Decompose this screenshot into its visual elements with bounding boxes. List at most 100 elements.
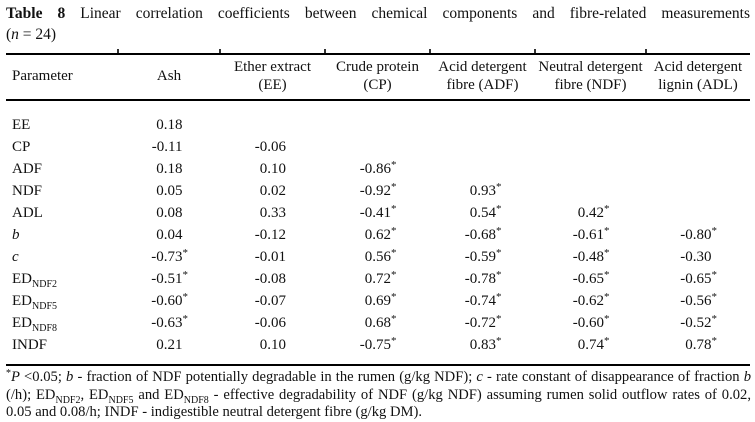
cell-value (430, 158, 535, 180)
table-row: ADF 0.18 0.10 -0.86* (6, 158, 750, 180)
row-label: CP (12, 138, 31, 155)
cell-value: -0.63* (151, 312, 188, 331)
cell-value (325, 100, 430, 136)
cell-value: -0.61* (572, 224, 610, 243)
table-row: ADL 0.08 0.33 -0.41* 0.54* 0.42* (6, 202, 750, 224)
cell-value: -0.92* (359, 180, 397, 199)
cell-value: -0.30 (680, 248, 712, 265)
table-footnote: *P <0.05; b - fraction of NDF potentiall… (6, 368, 752, 421)
cell-value: 0.74* (577, 334, 610, 353)
row-label: NDF (12, 182, 43, 199)
cell-value: -0.78* (464, 268, 502, 287)
cell-value: -0.72* (464, 312, 502, 331)
cell-value: -0.11 (151, 138, 183, 155)
table-row: EDNDF5 -0.60* -0.07 0.69* -0.74* -0.62* -0.56* (6, 290, 750, 312)
cell-value: -0.06 (254, 314, 286, 331)
table-header: Parameter Ash Ether extract (EE) Crude pr… (6, 48, 750, 101)
table-row: EDNDF8 -0.63* -0.06 0.68* -0.72* -0.60* -0.52* (6, 312, 750, 334)
cell-value: -0.01 (254, 248, 286, 265)
correlation-table: Parameter Ash Ether extract (EE) Crude pr… (6, 48, 750, 366)
cell-value: -0.51* (151, 268, 188, 287)
cell-value: -0.59* (464, 246, 502, 265)
column-header-adl: Acid detergent lignin (ADL) (645, 48, 750, 101)
cell-value: 0.21 (156, 336, 183, 353)
table-row: EDNDF2 -0.51* -0.08 0.72* -0.78* -0.65* -0.65* (6, 268, 750, 290)
cell-value: 0.33 (259, 204, 286, 221)
cell-value: -0.60* (572, 312, 610, 331)
row-label: c (12, 248, 19, 265)
column-header-parameter: Parameter (6, 54, 118, 101)
cell-value: -0.08 (254, 270, 286, 287)
cell-value: -0.86* (359, 158, 397, 177)
table-row: CP -0.11 -0.06 (6, 136, 750, 158)
cell-value: 0.05 (156, 182, 183, 199)
cell-value: 0.69* (364, 290, 397, 309)
row-label: ADF (12, 160, 43, 177)
row-label: ADL (12, 204, 43, 221)
cell-value: 0.18 (156, 160, 183, 177)
cell-value: 0.42* (577, 202, 610, 221)
cell-value: -0.60* (151, 290, 188, 309)
cell-value (535, 180, 646, 202)
cell-value (646, 158, 750, 180)
column-header-ee: Ether extract (EE) (219, 48, 325, 101)
cell-value (646, 136, 750, 158)
cell-value: 0.08 (156, 204, 183, 221)
row-label: EE (12, 116, 31, 133)
cell-value: 0.10 (259, 160, 286, 177)
column-header-adf: Acid detergent fibre (ADF) (429, 48, 535, 101)
cell-value (430, 136, 535, 158)
cell-value: 0.78* (685, 334, 717, 353)
row-label: EDNDF8 (12, 314, 58, 334)
cell-value: -0.68* (464, 224, 502, 243)
cell-value: 0.62* (364, 224, 397, 243)
cell-value: -0.62* (572, 290, 610, 309)
table-body: EE 0.18 CP -0.11 -0.06 ADF 0.18 0.10 -0.86* NDF 0.… (6, 100, 750, 365)
cell-value (220, 100, 325, 136)
caption-table-number: Table 8 (6, 5, 66, 22)
row-label: EDNDF2 (12, 270, 58, 290)
table-row: c -0.73* -0.01 0.56* -0.59* -0.48* -0.30 (6, 246, 750, 268)
column-header-ndf: Neutral detergent fibre (NDF) (534, 48, 646, 101)
row-label: b (12, 226, 20, 243)
row-label: EDNDF5 (12, 292, 58, 312)
caption-text: Linear correlation coefficients between … (65, 5, 750, 22)
column-header-ash: Ash (117, 48, 220, 101)
cell-value: 0.54* (469, 202, 502, 221)
cell-value: 0.56* (364, 246, 397, 265)
column-header-cp: Crude protein (CP) (324, 48, 430, 101)
cell-value (325, 136, 430, 158)
cell-value (535, 158, 646, 180)
cell-value: -0.65* (572, 268, 610, 287)
cell-value: -0.06 (254, 138, 286, 155)
table-row: INDF 0.21 0.10 -0.75* 0.83* 0.74* 0.78* (6, 334, 750, 365)
cell-value (535, 100, 646, 136)
cell-value: -0.74* (464, 290, 502, 309)
cell-value: 0.83* (469, 334, 502, 353)
cell-value: 0.68* (364, 312, 397, 331)
table-row: EE 0.18 (6, 100, 750, 136)
cell-value: -0.12 (254, 226, 286, 243)
cell-value (535, 136, 646, 158)
cell-value (646, 100, 750, 136)
cell-value: 0.72* (364, 268, 397, 287)
table-row: b 0.04 -0.12 0.62* -0.68* -0.61* -0.80* (6, 224, 750, 246)
cell-value: -0.65* (680, 268, 717, 287)
caption-line1: Table 8 Linear correlation coefficients … (6, 3, 750, 24)
cell-value (430, 100, 535, 136)
cell-value: 0.93* (469, 180, 502, 199)
cell-value: -0.07 (254, 292, 286, 309)
cell-value (646, 180, 750, 202)
cell-value (646, 202, 750, 224)
table-caption: Table 8 Linear correlation coefficients … (6, 3, 750, 45)
caption-sample-size: (n = 24) (6, 26, 57, 43)
cell-value: -0.56* (680, 290, 717, 309)
row-label: INDF (12, 336, 48, 353)
cell-value: -0.75* (359, 334, 397, 353)
cell-value: -0.52* (680, 312, 717, 331)
cell-value: 0.10 (259, 336, 286, 353)
cell-value: 0.02 (259, 182, 286, 199)
cell-value: -0.80* (680, 224, 717, 243)
cell-value: -0.41* (359, 202, 397, 221)
